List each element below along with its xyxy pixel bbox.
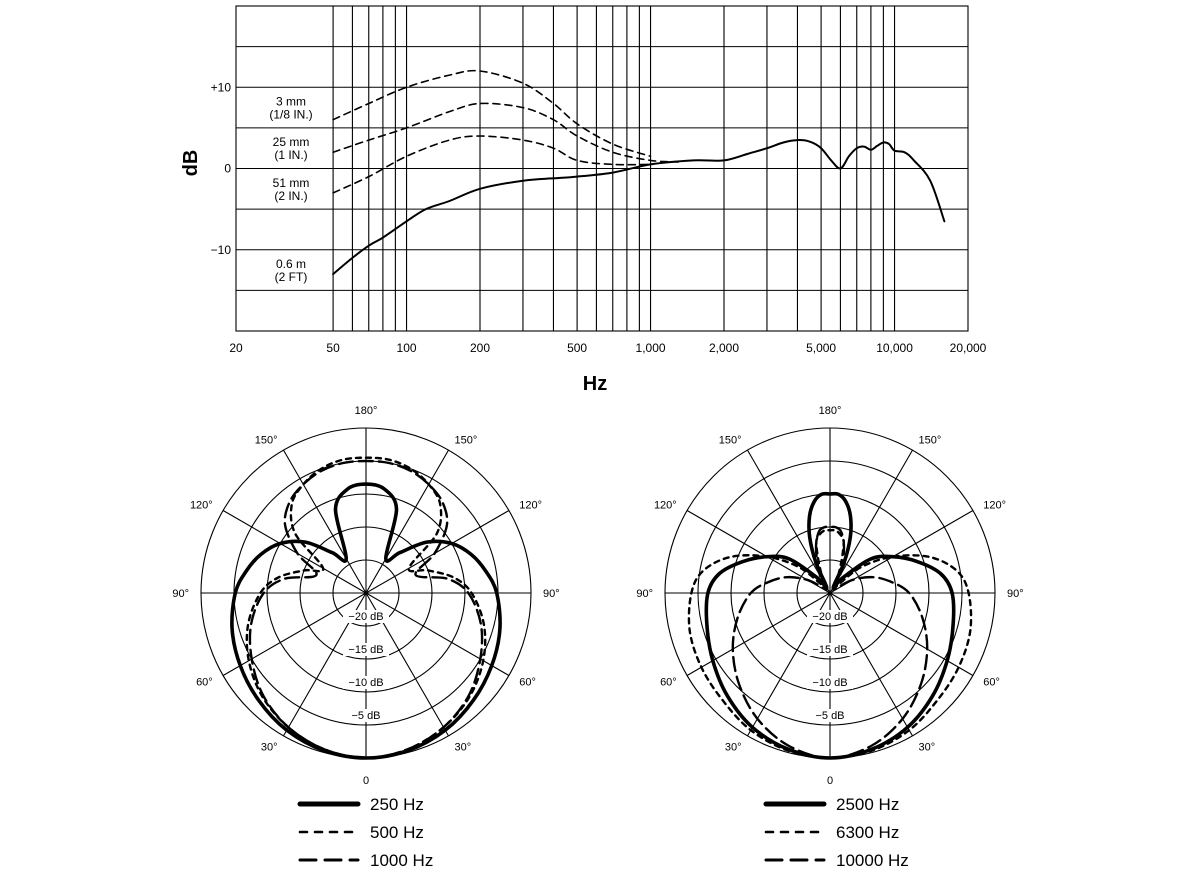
x-tick-label: 20,000: [950, 341, 987, 355]
angle-label: 60°: [983, 677, 1000, 689]
legend-label: 500 Hz: [370, 823, 424, 842]
ring-label-backing: [807, 643, 853, 656]
ring-label-backing: [807, 610, 853, 623]
angle-label: 180°: [819, 405, 842, 417]
annotation-backing: [262, 174, 320, 205]
distance-label: 25 mm: [273, 135, 310, 149]
angle-label: 150°: [719, 435, 742, 447]
angle-label: 0: [363, 775, 369, 787]
ring-db-label: −10 dB: [812, 677, 847, 689]
angle-label: 150°: [455, 435, 478, 447]
ring-db-label: −5 dB: [351, 710, 380, 722]
polar-curve-3: [731, 525, 929, 760]
ring-label-backing: [807, 709, 853, 722]
x-tick-label: 50: [326, 341, 340, 355]
polar-curve-3: [248, 459, 484, 760]
ring-db-label: −10 dB: [348, 677, 383, 689]
distance-label: (2 IN.): [274, 189, 307, 203]
angle-label: 90°: [172, 588, 189, 600]
x-tick-label: 500: [567, 341, 587, 355]
legend-label: 10000 Hz: [836, 851, 909, 870]
x-tick-label: 5,000: [806, 341, 836, 355]
angle-label: 90°: [636, 588, 653, 600]
angle-label: 120°: [519, 500, 542, 512]
angle-label: 30°: [725, 741, 742, 753]
ring-db-label: −5 dB: [815, 710, 844, 722]
annotation-backing: [262, 134, 320, 165]
angle-label: 150°: [919, 435, 942, 447]
ring-db-label: −15 dB: [348, 644, 383, 656]
ring-db-label: −15 dB: [812, 644, 847, 656]
polar-pattern-chart-right: 0 30° 60° 90° 120° 150° 180° 150° 120° 90° 60° 30° −…: [636, 405, 1023, 870]
y-tick-label: −10: [211, 243, 232, 257]
response-curve-3: [332, 102, 680, 163]
polar-spoke: [829, 592, 974, 676]
legend-label: 1000 Hz: [370, 851, 433, 870]
y-tick-label: +10: [211, 80, 232, 94]
legend-label: 250 Hz: [370, 795, 424, 814]
polar-curve-1: [704, 491, 956, 760]
polar-pattern-chart-left: 0 30° 60° 90° 120° 150° 180° 150° 120° 90° 60° 30° −…: [172, 405, 559, 870]
ring-label-backing: [343, 709, 389, 722]
x-tick-label: 1,000: [636, 341, 666, 355]
annotation-backing: [262, 256, 320, 287]
x-tick-label: 2,000: [709, 341, 739, 355]
ring-db-label: −20 dB: [348, 611, 383, 623]
angle-label: 60°: [196, 677, 213, 689]
polar-curve-2: [687, 528, 973, 760]
distance-label: 51 mm: [273, 176, 310, 190]
angle-label: 30°: [919, 741, 936, 753]
polar-spoke: [222, 510, 367, 594]
response-curve-4: [332, 135, 652, 194]
legend-label: 6300 Hz: [836, 823, 899, 842]
angle-label: 120°: [190, 500, 213, 512]
angle-label: 60°: [660, 677, 677, 689]
distance-label: (1/8 IN.): [269, 108, 312, 122]
polar-spoke: [747, 449, 831, 594]
polar-spoke: [829, 449, 913, 594]
frequency-response-chart: 20 50 100 200 500 1,000 2,000 5,000 10,000 20,000…: [180, 5, 987, 395]
polar-curve-2: [245, 456, 487, 760]
angle-label: 90°: [1007, 588, 1024, 600]
distance-label: 0.6 m: [276, 257, 306, 271]
polar-spoke: [222, 592, 367, 676]
angle-label: 60°: [519, 677, 536, 689]
distance-label: (2 FT): [275, 270, 308, 284]
y-axis-title: dB: [180, 150, 202, 177]
angle-label: 120°: [654, 500, 677, 512]
angle-label: 30°: [261, 741, 278, 753]
angle-label: 90°: [543, 588, 560, 600]
response-curve-1: [332, 139, 946, 276]
ring-label-backing: [343, 643, 389, 656]
polar-spoke: [686, 592, 831, 676]
angle-label: 150°: [255, 435, 278, 447]
distance-label: 3 mm: [276, 95, 306, 109]
ring-db-label: −20 dB: [812, 611, 847, 623]
annotation-backing: [262, 93, 320, 124]
response-curve-2: [332, 69, 652, 158]
legend-label: 2500 Hz: [836, 795, 899, 814]
angle-label: 120°: [983, 500, 1006, 512]
angle-label: 180°: [355, 405, 378, 417]
y-tick-label: 0: [224, 162, 231, 176]
x-tick-label: 10,000: [876, 341, 913, 355]
polar-spoke: [365, 449, 449, 594]
ring-label-backing: [343, 610, 389, 623]
x-axis-title: Hz: [583, 373, 607, 395]
ring-label-backing: [807, 676, 853, 689]
x-tick-label: 100: [397, 341, 417, 355]
angle-label: 30°: [455, 741, 472, 753]
angle-label: 0: [827, 775, 833, 787]
x-tick-label: 20: [229, 341, 243, 355]
distance-label: (1 IN.): [274, 148, 307, 162]
ring-label-backing: [343, 676, 389, 689]
polar-spoke: [365, 510, 510, 594]
polar-curve-1: [230, 482, 502, 760]
polar-spoke: [283, 449, 367, 594]
x-tick-label: 200: [470, 341, 490, 355]
polar-spoke: [365, 592, 510, 676]
